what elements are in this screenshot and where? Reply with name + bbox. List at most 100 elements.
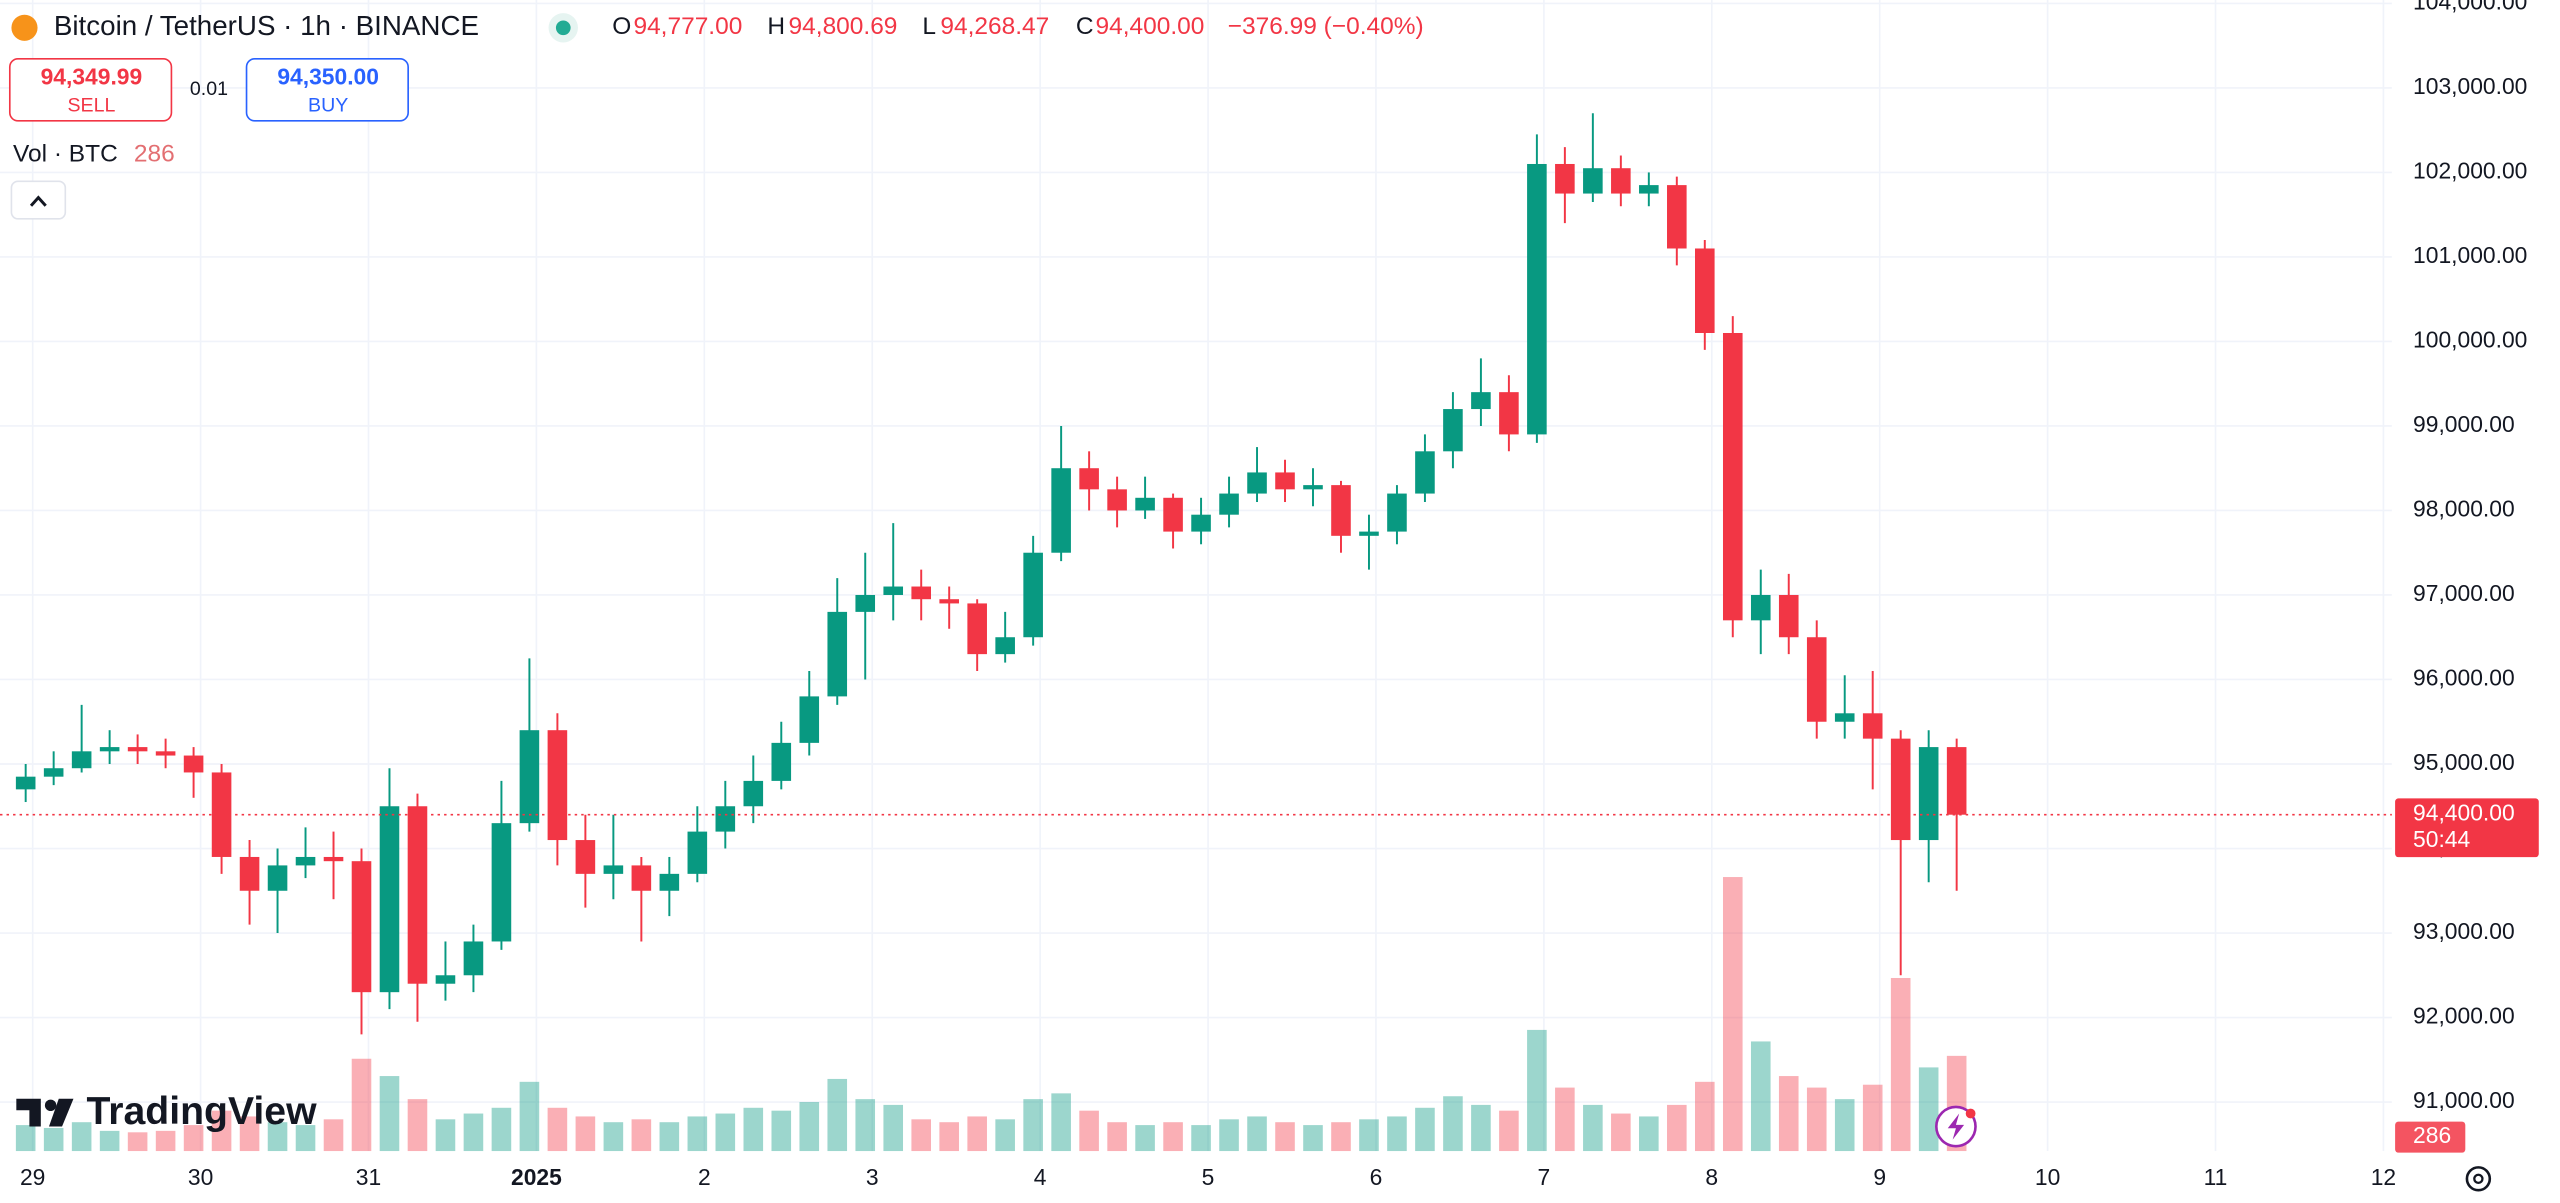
candle-body [1331, 485, 1351, 536]
candle-body [743, 780, 764, 807]
logo-text: TradingView [87, 1090, 318, 1133]
volume-bar [1163, 1122, 1183, 1152]
collapse-button[interactable] [10, 180, 67, 220]
lightning-button[interactable] [1935, 1105, 1977, 1148]
candle-body [1527, 163, 1547, 435]
candle-body [435, 975, 456, 984]
volume-bar [1051, 1093, 1071, 1152]
chevron-icon[interactable] [29, 195, 47, 207]
y-tick-label: 104,000.00 [2413, 0, 2527, 14]
candle-body [1946, 747, 1967, 815]
candle-body [1275, 472, 1295, 490]
ohlc-key: C [1076, 13, 1094, 40]
collapse-box[interactable] [10, 180, 67, 220]
candle-body [1051, 468, 1071, 553]
candle-body [1107, 489, 1127, 511]
sell-price[interactable]: 94,349.99 [41, 63, 143, 89]
candle-body [99, 747, 120, 752]
price-change: −376.99 (−0.40%) [1228, 13, 1424, 40]
candle-body [771, 742, 792, 781]
sell-label[interactable]: SELL [67, 94, 115, 116]
volume-bar [1303, 1125, 1323, 1152]
candle-body [1163, 497, 1183, 532]
candle-body [995, 637, 1015, 655]
candle-body [1806, 637, 1827, 722]
candle-body [911, 586, 932, 600]
volume-bar [771, 1110, 792, 1152]
y-tick-label: 101,000.00 [2413, 242, 2527, 268]
settings-button[interactable] [2465, 1166, 2492, 1192]
ohlc-value: 94,777.00 [633, 13, 742, 40]
volume-bar [1639, 1116, 1659, 1152]
ohlc-value: 94,800.69 [789, 13, 898, 40]
volume-bar [211, 1110, 232, 1152]
x-tick-label: 11 [2204, 1164, 2228, 1190]
x-tick-label: 9 [1873, 1164, 1886, 1190]
candle-body [1387, 493, 1407, 532]
volume-layer [15, 877, 1967, 1152]
volume-label: Vol · BTC [13, 141, 118, 168]
volume-bar [267, 1122, 288, 1152]
candle-body [1219, 493, 1239, 515]
x-tick-label: 8 [1705, 1164, 1718, 1190]
volume-bar [155, 1130, 176, 1152]
sell-button[interactable]: 94,349.99 SELL [8, 57, 173, 122]
volume-bar [1611, 1113, 1631, 1152]
candle-body [883, 586, 904, 595]
candle-body [1890, 738, 1911, 841]
candle-body [1471, 392, 1491, 410]
volume-bar [43, 1127, 64, 1152]
candle-body [547, 730, 568, 841]
symbol-title: Bitcoin / TetherUS · 1h · BINANCE [54, 10, 479, 41]
x-tick-label: 2025 [511, 1164, 562, 1190]
volume-bar [603, 1122, 624, 1152]
volume-bar [715, 1113, 736, 1152]
lightning-icon[interactable] [1947, 1113, 1965, 1140]
y-tick-label: 102,000.00 [2413, 157, 2527, 183]
candle-body [575, 840, 596, 874]
candle-body [1023, 552, 1043, 638]
candle-body [519, 730, 540, 824]
volume-bar [1471, 1104, 1491, 1152]
volume-bar [855, 1099, 876, 1152]
y-tick-label: 99,000.00 [2413, 411, 2515, 437]
volume-bar [1862, 1084, 1883, 1152]
x-tick-label: 4 [1034, 1164, 1047, 1190]
volume-bar [575, 1116, 596, 1152]
volume-bar [519, 1081, 540, 1152]
volume-bar [911, 1119, 932, 1152]
volume-bar [1387, 1116, 1407, 1152]
y-tick-label: 98,000.00 [2413, 495, 2515, 521]
candle-body [183, 755, 204, 773]
candle-body [1555, 163, 1575, 194]
candle-body [267, 865, 288, 891]
candle-body [659, 873, 680, 891]
candle-body [603, 865, 624, 874]
volume-bar [995, 1119, 1015, 1152]
volume-bar [1191, 1125, 1211, 1152]
x-tick-label: 2 [698, 1164, 711, 1190]
volume-bar [295, 1125, 316, 1152]
volume-bar [1023, 1099, 1043, 1152]
buy-box[interactable] [245, 57, 409, 122]
volume-bar [351, 1058, 372, 1152]
candle-body [239, 856, 260, 891]
buy-price[interactable]: 94,350.00 [277, 63, 379, 89]
notification-dot [1965, 1108, 1976, 1119]
buy-label[interactable]: BUY [308, 94, 348, 116]
candle-body [127, 747, 148, 752]
candle-body [295, 856, 316, 866]
sell-box[interactable] [8, 57, 173, 122]
gear-inner[interactable] [2473, 1173, 2484, 1185]
volume-bar [71, 1122, 92, 1152]
volume-value: 286 [134, 141, 175, 168]
candle-body [379, 806, 400, 993]
buy-button[interactable]: 94,350.00 BUY [245, 57, 409, 122]
candle-body [1583, 168, 1603, 194]
candle-body [855, 594, 876, 612]
x-tick-label: 12 [2371, 1164, 2396, 1190]
volume-bar [1778, 1076, 1799, 1152]
volume-bar [1107, 1122, 1127, 1152]
gear-outer[interactable] [2465, 1166, 2492, 1192]
